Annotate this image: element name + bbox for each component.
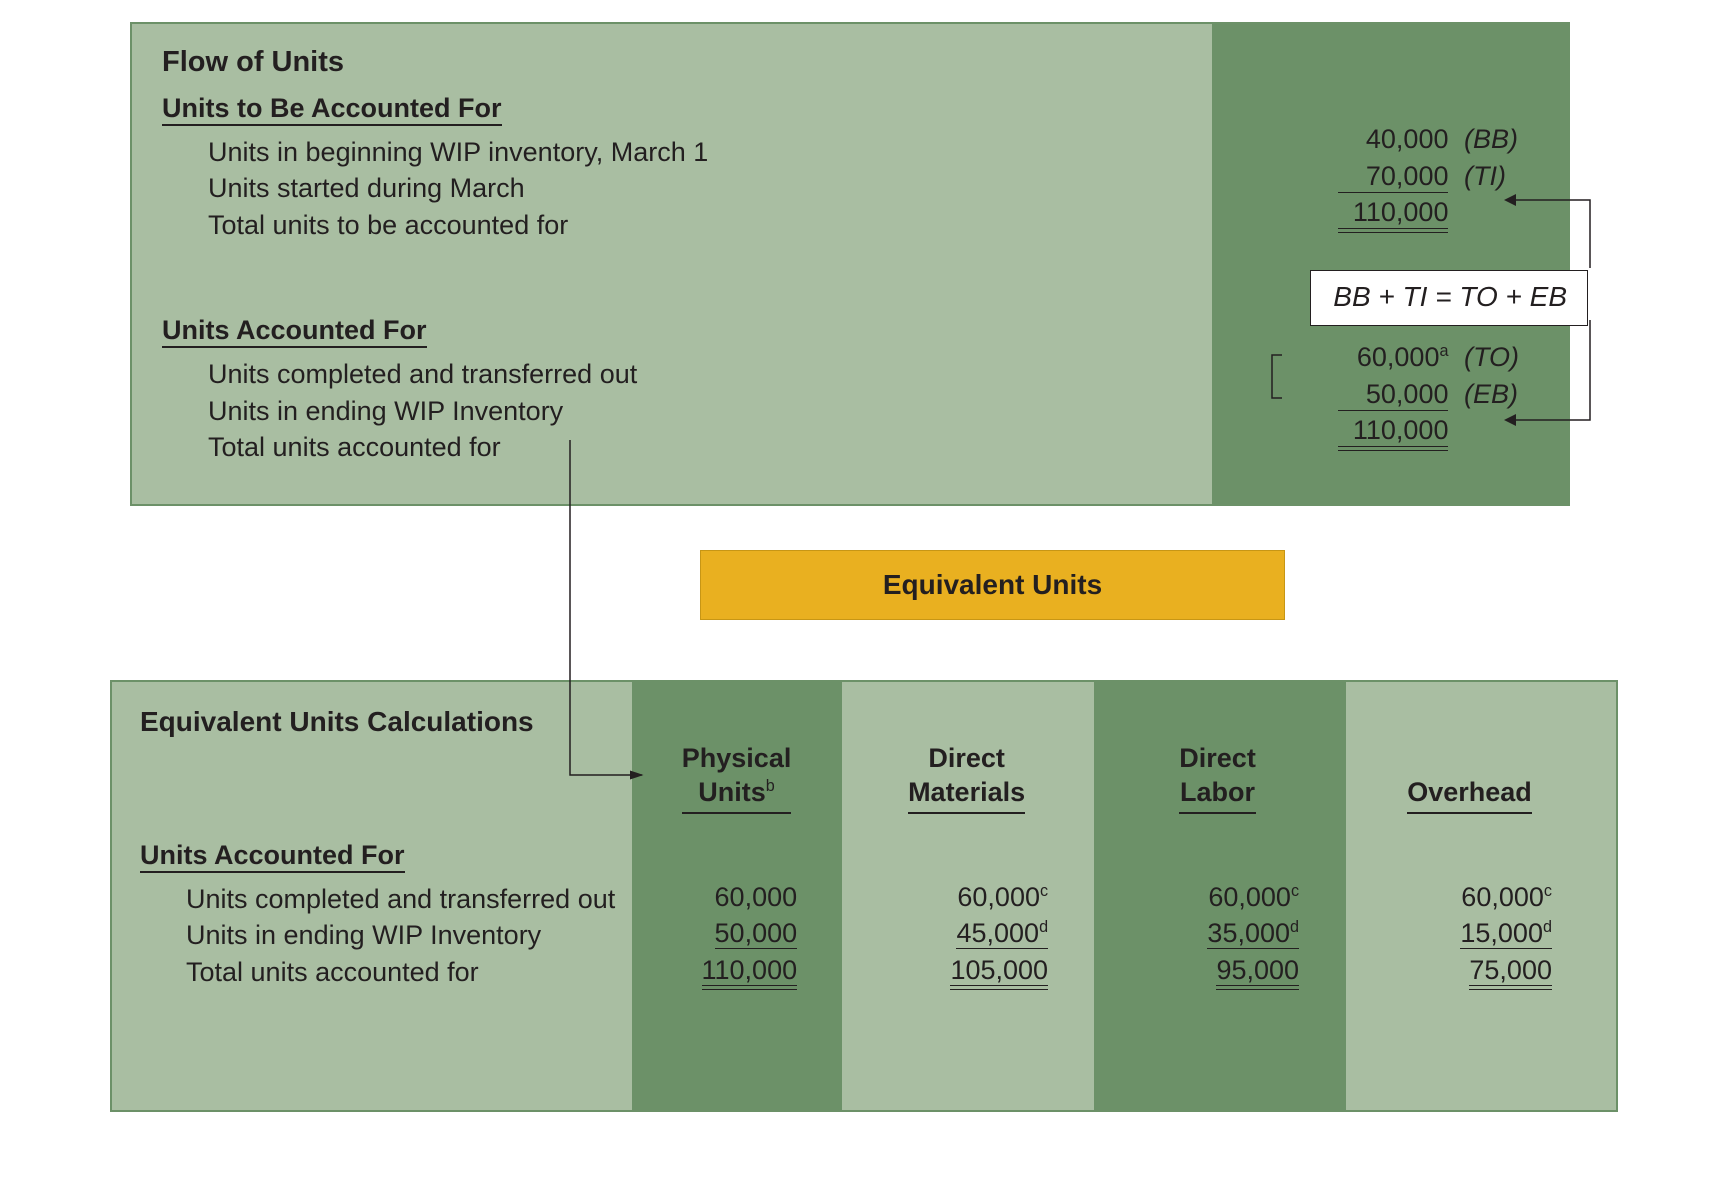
phys-v2: 50,000 (715, 918, 798, 948)
bottom-left-labels: Equivalent Units Calculations Units Acco… (140, 706, 640, 990)
mat-s1: c (1040, 882, 1048, 900)
values-accounted-for: 60,000a (TO) 50,000 (EB) 110,000 (1228, 342, 1528, 452)
col-head-materials-l1: Direct (928, 743, 1005, 773)
col-head-physical: Physical Unitsb (682, 742, 792, 814)
ovh-s2: d (1543, 918, 1552, 936)
col-head-labor-l2: Labor (1180, 777, 1255, 807)
value-to-number: 60,000 (1357, 342, 1440, 372)
lab-v1: 60,000 (1208, 882, 1291, 912)
lab-v2: 35,000 (1207, 918, 1290, 948)
mat-s2: d (1039, 918, 1048, 936)
mat-v2: 45,000 (956, 918, 1039, 948)
values-to-be-accounted: 40,000 (BB) 70,000 (TI) 110,000 (1228, 124, 1528, 234)
value-to-sup: a (1439, 342, 1448, 360)
lab-v3: 95,000 (1216, 955, 1299, 985)
equivalent-units-banner: Equivalent Units (700, 550, 1285, 620)
bottom-columns: Physical Unitsb 60,000 50,000 110,000 Di… (632, 742, 1596, 991)
mat-v3: 105,000 (950, 955, 1048, 985)
col-head-overhead: Overhead (1407, 776, 1532, 814)
col-overhead-values: 60,000c 15,000d 75,000 (1343, 882, 1596, 992)
lab-s1: c (1291, 882, 1299, 900)
col-head-physical-l2: Units (698, 777, 766, 807)
col-head-physical-l1: Physical (682, 743, 792, 773)
equivalent-units-panel: Equivalent Units Calculations Units Acco… (110, 680, 1618, 1112)
col-labor-values: 60,000c 35,000d 95,000 (1092, 882, 1343, 992)
bottom-row-completed: Units completed and transferred out (140, 881, 640, 917)
col-direct-labor: Direct Labor 60,000c 35,000d 95,000 (1092, 742, 1343, 991)
equiv-calc-title: Equivalent Units Calculations (140, 706, 640, 738)
col-head-materials-l2: Materials (908, 777, 1025, 807)
value-total-to-be: 110,000 (1338, 197, 1448, 229)
flow-title: Flow of Units (162, 46, 1568, 79)
col-overhead: Overhead 60,000c 15,000d 75,000 (1343, 742, 1596, 991)
col-head-overhead-l2: Overhead (1407, 777, 1532, 807)
lab-s2: d (1290, 918, 1299, 936)
col-head-physical-sup: b (766, 777, 775, 795)
value-ti: 70,000 (1338, 161, 1448, 193)
mat-v1: 60,000 (957, 882, 1040, 912)
label-to: (TO) (1464, 342, 1528, 373)
col-materials-values: 60,000c 45,000d 105,000 (841, 882, 1092, 992)
label-ti: (TI) (1464, 161, 1528, 192)
value-eb: 50,000 (1338, 379, 1448, 411)
label-bb: (BB) (1464, 124, 1528, 155)
value-bb: 40,000 (1338, 124, 1448, 155)
units-to-be-accounted-for-heading: Units to Be Accounted For (162, 93, 502, 126)
ovh-v2: 15,000 (1460, 918, 1543, 948)
label-eb: (EB) (1464, 379, 1528, 410)
bottom-row-ending-wip: Units in ending WIP Inventory (140, 917, 640, 953)
col-direct-materials: Direct Materials 60,000c 45,000d 105,000 (841, 742, 1092, 991)
flow-of-units-panel: Flow of Units Units to Be Accounted For … (130, 22, 1570, 506)
value-total-accounted: 110,000 (1338, 415, 1448, 447)
col-physical-values: 60,000 50,000 110,000 (632, 882, 841, 992)
phys-v3: 110,000 (702, 955, 798, 985)
ovh-s1: c (1544, 882, 1552, 900)
col-head-materials: Direct Materials (908, 742, 1025, 814)
bottom-row-total: Total units accounted for (140, 954, 640, 990)
phys-v1: 60,000 (715, 882, 798, 912)
bottom-units-accounted-for-heading: Units Accounted For (140, 840, 405, 873)
ovh-v3: 75,000 (1469, 955, 1552, 985)
units-accounted-for-heading: Units Accounted For (162, 315, 427, 348)
col-physical-units: Physical Unitsb 60,000 50,000 110,000 (632, 742, 841, 991)
formula-box: BB + TI = TO + EB (1310, 270, 1588, 326)
value-to: 60,000a (1338, 342, 1448, 373)
col-head-labor: Direct Labor (1179, 742, 1256, 814)
col-head-labor-l1: Direct (1179, 743, 1256, 773)
ovh-v1: 60,000 (1461, 882, 1544, 912)
